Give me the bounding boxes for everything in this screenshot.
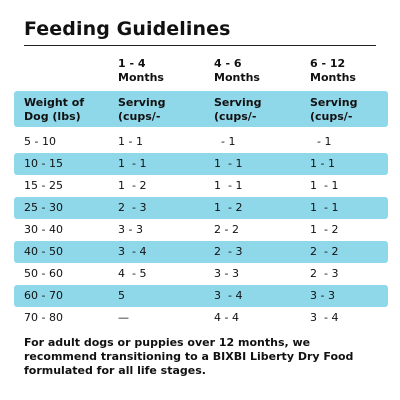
serving-cell: 2 - 2 [214,223,239,236]
weight-cell: 15 - 25 [24,179,63,192]
serving-cell: 1 - 1 [310,179,339,192]
weight-cell: 5 - 10 [24,135,56,148]
weight-cell: 30 - 40 [24,223,63,236]
serving-cell: 1 - 2 [118,179,147,192]
serving-cell: - 1 [310,135,332,148]
serving-cell: — [118,311,129,324]
page-title: Feeding Guidelines [24,18,231,40]
serving-cell: 1 - 2 [214,201,243,214]
serving-cell: 1 - 1 [118,157,147,170]
weight-cell: 50 - 60 [24,267,63,280]
weight-cell: 10 - 15 [24,157,63,170]
serving-cell: 1 - 1 [310,201,339,214]
age-header-3: 6 - 12 Months [310,57,356,84]
age-header-1: 1 - 4 Months [118,57,164,84]
serving-cell: - 1 [214,135,236,148]
header-row-band [14,91,388,127]
weight-cell: 40 - 50 [24,245,63,258]
serving-cell: 2 - 2 [310,245,339,258]
serving-cell: 3 - 3 [118,223,143,236]
column-header-2: Serving (cups/- [118,96,166,123]
age-header-2: 4 - 6 Months [214,57,260,84]
serving-cell: 1 - 1 [310,157,335,170]
row-band [14,241,388,263]
row-band [14,153,388,175]
serving-cell: 1 - 2 [310,223,339,236]
column-header-1: Weight of Dog (lbs) [24,96,85,123]
serving-cell: 2 - 3 [214,245,243,258]
serving-cell: 4 - 4 [214,311,239,324]
column-header-4: Serving (cups/- [310,96,358,123]
weight-cell: 25 - 30 [24,201,63,214]
serving-cell: 1 - 1 [118,135,143,148]
serving-cell: 3 - 3 [310,289,335,302]
serving-cell: 3 - 4 [118,245,147,258]
weight-cell: 60 - 70 [24,289,63,302]
serving-cell: 4 - 5 [118,267,147,280]
serving-cell: 5 [118,289,125,302]
serving-cell: 3 - 4 [214,289,243,302]
row-band [14,285,388,307]
column-header-3: Serving (cups/- [214,96,262,123]
serving-cell: 1 - 1 [214,179,243,192]
title-divider [24,45,376,46]
serving-cell: 3 - 4 [310,311,339,324]
serving-cell: 1 - 1 [214,157,243,170]
row-band [14,197,388,219]
serving-cell: 3 - 3 [214,267,239,280]
weight-cell: 70 - 80 [24,311,63,324]
serving-cell: 2 - 3 [310,267,339,280]
serving-cell: 2 - 3 [118,201,147,214]
footnote: For adult dogs or puppies over 12 months… [24,336,354,377]
